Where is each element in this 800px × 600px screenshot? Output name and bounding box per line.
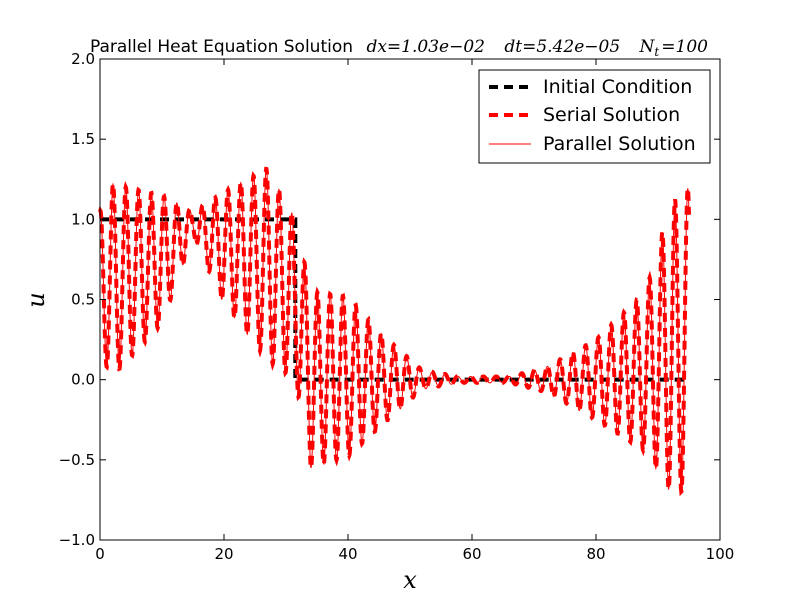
series-parallel-solution <box>99 168 690 493</box>
x-tick-label: 80 <box>586 545 605 563</box>
series-layer <box>98 166 691 497</box>
legend-box <box>478 69 711 164</box>
y-tick-label: 2.0 <box>71 50 95 68</box>
tick-layer: 0 20 40 60 80 100 −1.0 −0.5 0.0 0.5 1.0 1.5 2.0 <box>59 50 735 563</box>
legend: Initial Condition Serial Solution Parall… <box>478 69 711 164</box>
y-axis-label: u <box>22 292 50 307</box>
chart-title: Parallel Heat Equation Solution dx=1.03e… <box>90 37 708 59</box>
legend-label-serial: Serial Solution <box>543 104 680 126</box>
x-axis-label: x <box>403 566 417 594</box>
title-dx-symbol: dx <box>366 37 387 57</box>
title-dt-symbol: dt <box>504 37 522 57</box>
title-nt-sub: t <box>654 45 659 59</box>
x-tick-label: 40 <box>338 545 357 563</box>
y-tick-label: −1.0 <box>59 531 95 549</box>
y-tick-label: 1.5 <box>71 130 95 148</box>
x-tick-label: 0 <box>95 545 105 563</box>
y-tick-label: 1.0 <box>71 210 95 228</box>
x-tick-label: 100 <box>706 545 735 563</box>
legend-label-initial: Initial Condition <box>543 76 692 98</box>
chart-title-text: Parallel Heat Equation Solution <box>90 37 353 57</box>
title-nt-symbol: N <box>639 37 656 57</box>
title-nt-value: 100 <box>676 37 709 57</box>
x-tick-label: 60 <box>462 545 481 563</box>
legend-label-parallel: Parallel Solution <box>543 133 696 155</box>
title-dx-value: 1.03e−02 <box>401 37 485 57</box>
x-tick-label: 20 <box>214 545 233 563</box>
title-dt-value: 5.42e−05 <box>536 37 620 57</box>
y-tick-label: 0.5 <box>71 291 95 309</box>
y-tick-label: −0.5 <box>59 451 95 469</box>
y-tick-label: 0.0 <box>71 371 95 389</box>
